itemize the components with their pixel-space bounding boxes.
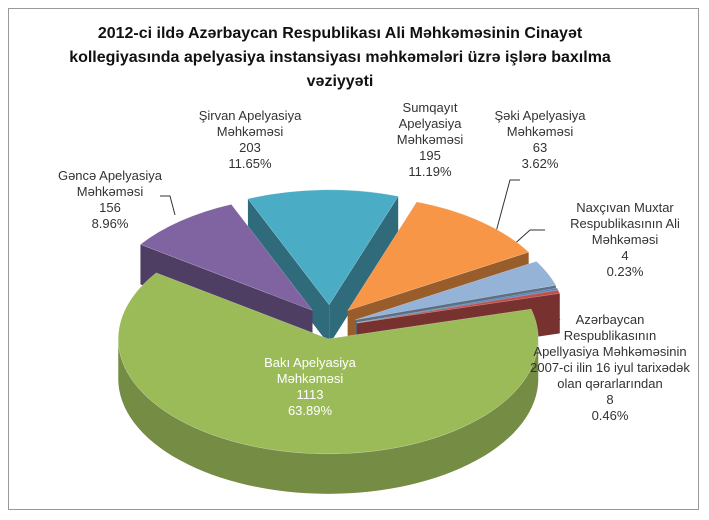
label-percent: 11.65% [228, 156, 272, 171]
slice-side [329, 196, 399, 345]
data-label: Bakı Apelyasiya Məhkəməsi 1113 63.89% [240, 355, 380, 419]
label-value: 203 [239, 140, 261, 155]
label-percent: 63.89% [287, 403, 333, 418]
data-label: Şəki Apelyasiya Məhkəməsi 63 3.62% [485, 108, 595, 172]
label-name: Şirvan Apelyasiya Məhkəməsi [198, 108, 302, 139]
frame [8, 8, 699, 510]
label-value: 195 [419, 148, 441, 163]
label-name: Azərbaycan Respublikasının Apellyasiya M… [530, 312, 690, 391]
label-percent: 8.96% [91, 216, 129, 231]
pie-slice [247, 189, 399, 306]
label-name: Şəki Apelyasiya Məhkəməsi [494, 108, 586, 139]
leader-line [160, 195, 176, 216]
pie-slice [139, 204, 314, 311]
data-label: Sumqayıt Apelyasiya Məhkəməsi 195 11.19% [375, 100, 485, 180]
label-value: 1113 [296, 387, 324, 402]
leader-line [495, 179, 520, 233]
chart-title: 2012-ci ildə Azərbaycan Respublikası Ali… [69, 25, 611, 90]
pie-slice [118, 272, 539, 455]
pie-slice [356, 289, 561, 324]
slice-wall [118, 338, 539, 494]
label-value: 63 [532, 140, 548, 155]
data-label: Şirvan Apelyasiya Məhkəməsi 203 11.65% [175, 108, 325, 172]
label-value: 156 [99, 200, 121, 215]
pie-slice [356, 287, 559, 323]
pie-slice [355, 261, 557, 320]
data-label: Gəncə Apelyasiya Məhkəməsi 156 8.96% [40, 168, 180, 232]
label-percent: 3.62% [521, 156, 559, 171]
label-name: Gəncə Apelyasiya Məhkəməsi [57, 168, 163, 199]
label-percent: 11.19% [408, 164, 452, 179]
label-percent: 0.46% [591, 408, 629, 423]
data-label: Naxçıvan Muxtar Respublikasının Ali Məhk… [545, 200, 705, 280]
data-label: Azərbaycan Respublikasının Apellyasiya M… [530, 312, 690, 424]
label-value: 8 [606, 392, 614, 407]
label-name: Sumqayıt Apelyasiya Məhkəməsi [396, 100, 464, 147]
label-name: Bakı Apelyasiya Məhkəməsi [264, 355, 356, 386]
label-name: Naxçıvan Muxtar Respublikasının Ali Məhk… [570, 200, 680, 247]
leader-line [509, 229, 545, 249]
label-percent: 0.23% [606, 264, 644, 279]
pie-slice [347, 201, 530, 311]
label-value: 4 [621, 248, 629, 263]
